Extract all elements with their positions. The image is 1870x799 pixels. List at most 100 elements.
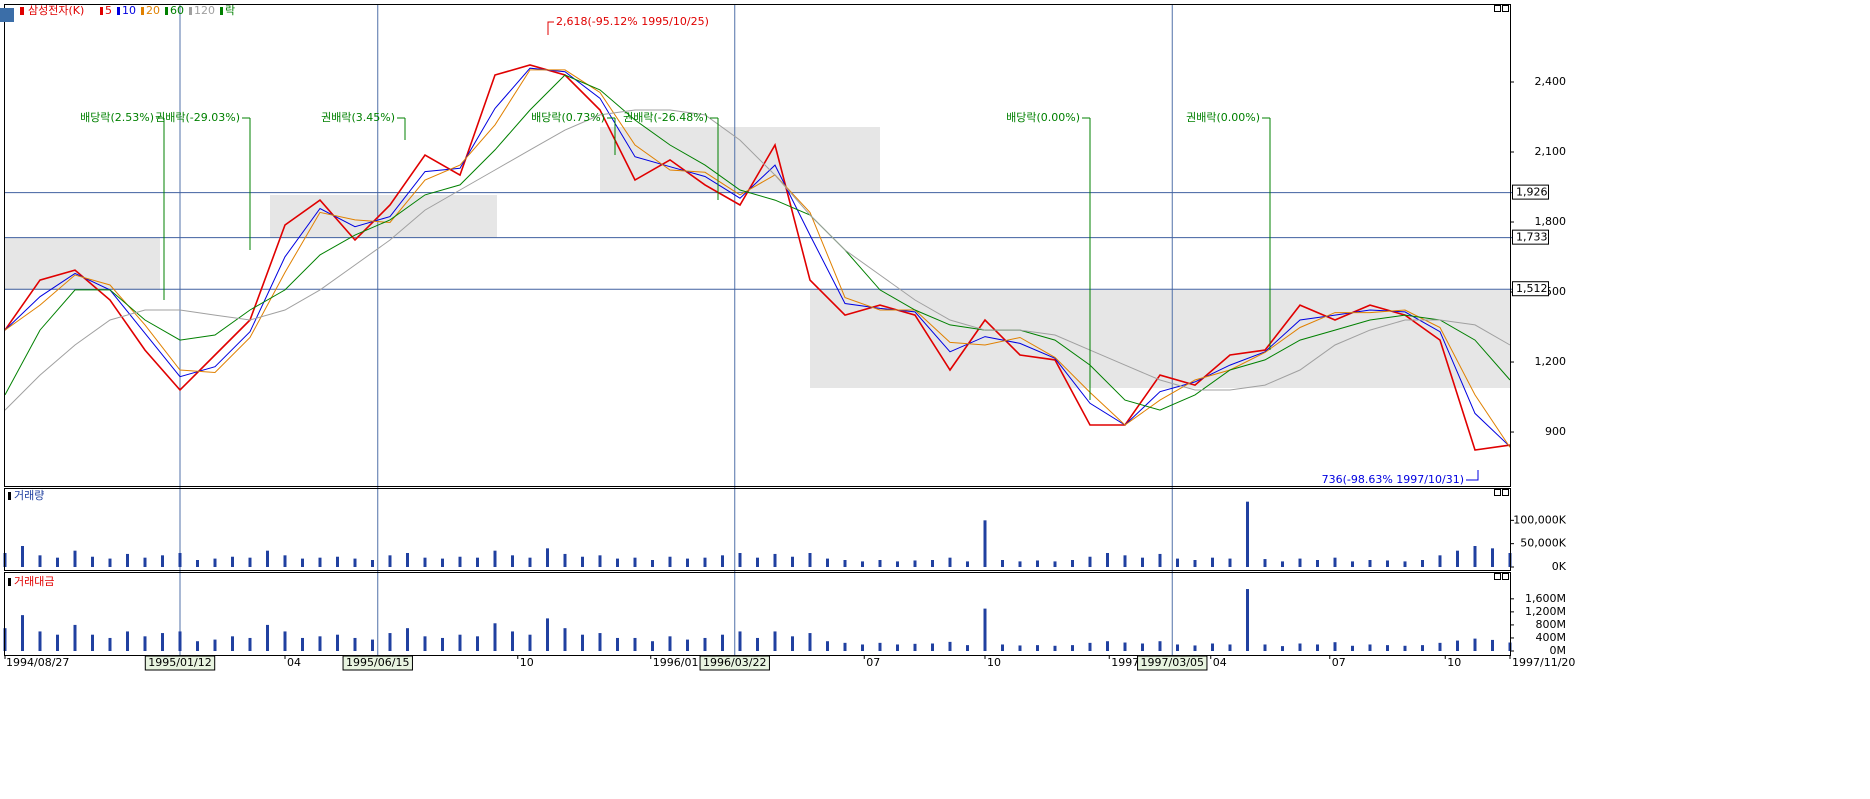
legend-label: 120 [194,4,215,17]
button[interactable] [1502,489,1509,496]
bar [1403,645,1407,651]
extreme-label: 736(-98.63% 1997/10/31) [1322,473,1464,486]
bar [1053,561,1057,567]
bar [371,560,374,567]
bar [1158,641,1162,651]
bar [721,555,724,567]
x-tick-label: 07 [1332,656,1346,669]
bar [108,558,112,567]
bar [1473,638,1477,651]
bar [1246,501,1249,567]
button[interactable] [1494,5,1501,12]
bar [703,557,707,567]
bar [1333,557,1337,567]
bar [248,557,252,567]
bar [668,556,672,567]
legend-swatch [100,7,103,15]
legend-label: 60 [170,4,184,17]
bar [388,555,392,567]
button[interactable] [1494,573,1501,580]
y-tick-label: 100,000K [1513,513,1566,526]
bar [878,642,882,651]
bar [1491,639,1494,651]
bar [458,556,462,567]
bar [248,637,252,651]
bar [651,641,654,651]
bar [371,639,374,651]
button[interactable] [1502,573,1509,580]
level-label-box [1512,184,1549,200]
x-tick-label: 1997/11/20 [1512,656,1575,669]
annotation: 권배락(-29.03%) [155,111,240,124]
bar [1298,558,1302,567]
bar [406,553,409,567]
y-tick-label: 2,100 [1535,145,1567,158]
button[interactable] [1494,489,1501,496]
bar [1036,645,1039,651]
legend-swatch [165,7,168,15]
bar [301,558,304,567]
bar [896,644,899,651]
bar [266,624,269,651]
annotation: 배당락(2.53%) [80,111,154,124]
bar [861,644,864,651]
bar [878,560,882,567]
panel-icon[interactable] [0,8,14,22]
bar [1438,555,1442,567]
button[interactable] [1502,5,1509,12]
bar [1036,560,1039,567]
bar [721,634,724,651]
bar [616,637,619,651]
bar [1263,644,1267,651]
bar [56,557,59,567]
bar [336,556,339,567]
bar [546,618,549,651]
bar [581,634,584,651]
y-tick-label: 0K [1552,560,1567,573]
series-line [4,69,1511,448]
bar [598,555,602,567]
bar [1386,645,1389,651]
bar [581,556,584,567]
bar [773,553,777,567]
bar [843,642,847,651]
y-tick-label: 1,800 [1535,215,1567,228]
x-tick-label: 04 [287,656,301,669]
y-tick-label: 1,600M [1525,592,1566,605]
bar [441,637,444,651]
annotation: 권배락(3.45%) [321,111,395,124]
bar [1211,557,1214,567]
bar [546,548,549,567]
bar [318,557,322,567]
bar [21,615,24,651]
bar [1281,646,1284,651]
bar [213,558,217,567]
bar [913,560,917,567]
bar [161,633,164,651]
bar [1316,560,1319,567]
chart-title: 삼성전자(K) [28,4,84,17]
bar [1228,558,1232,567]
bar [126,631,129,651]
bar [511,555,514,567]
bar [1106,553,1109,567]
legend-swatch [220,7,223,15]
bar [983,608,987,651]
bar [1123,642,1127,651]
bar [91,556,94,567]
bar [668,636,672,651]
x-tick-label: 1996/01 [653,656,699,669]
bar [563,553,567,567]
bar [616,558,619,567]
bar [651,560,654,567]
panel-icon [8,492,11,500]
bar [1176,558,1179,567]
y-tick-label: 1,200 [1535,355,1567,368]
bar [423,636,427,651]
bar [1351,645,1354,651]
bar [528,557,532,567]
window-buttons [1494,5,1509,580]
annotation: 배당락(0.00%) [1006,111,1080,124]
bar [756,637,759,651]
